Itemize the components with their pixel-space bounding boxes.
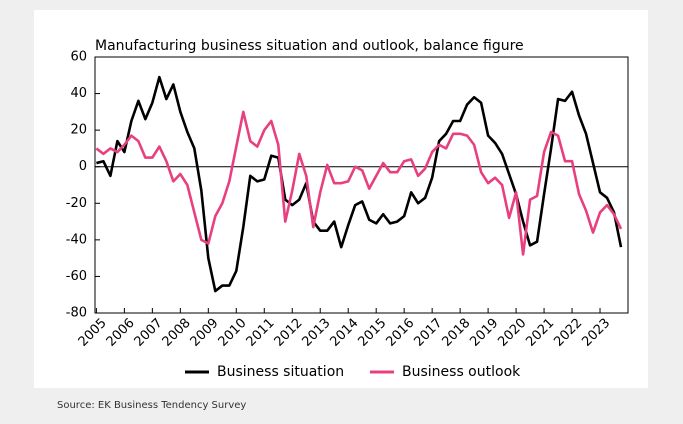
y-tick-label: -80 xyxy=(66,306,87,321)
y-tick-label: -40 xyxy=(66,232,87,247)
legend-label: Business situation xyxy=(217,364,344,380)
y-tick-label: 40 xyxy=(70,86,87,101)
y-tick-label: 60 xyxy=(70,50,87,65)
y-tick-label: 0 xyxy=(79,159,87,174)
series-line xyxy=(96,75,623,293)
chart-title: Manufacturing business situation and out… xyxy=(95,38,524,54)
series-line xyxy=(95,110,623,256)
y-tick-label: -60 xyxy=(66,269,87,284)
source: Source: EK Business Tendency Survey xyxy=(57,400,246,411)
y-tick-label: -20 xyxy=(66,196,87,211)
y-tick-label: 20 xyxy=(70,123,87,138)
legend-label: Business outlook xyxy=(402,364,521,380)
plot-frame xyxy=(94,56,629,314)
panel xyxy=(34,10,648,388)
